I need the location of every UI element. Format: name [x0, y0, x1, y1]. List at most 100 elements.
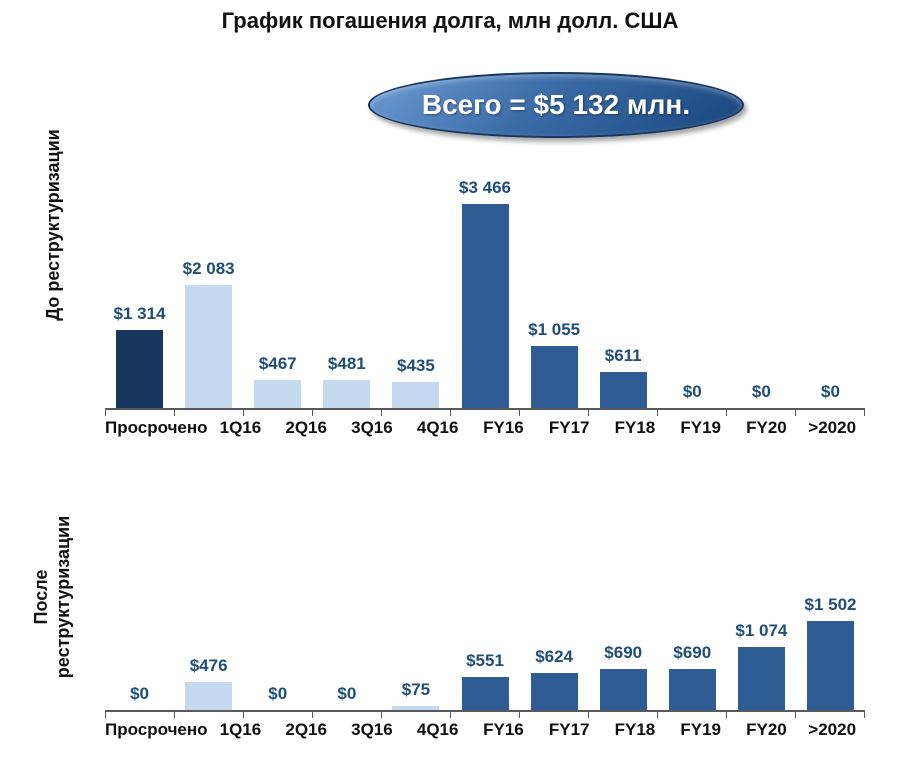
category-label: FY19 [680, 720, 721, 739]
category-label: Просрочено [105, 720, 208, 739]
bar-column: $551 [450, 560, 519, 710]
bar-column: $624 [520, 560, 589, 710]
category-label: 3Q16 [351, 418, 393, 437]
axis-tick [313, 410, 382, 416]
bar-column: $75 [381, 560, 450, 710]
axis-tick [727, 712, 796, 718]
bar-column: $690 [658, 560, 727, 710]
category-axis-after: Просрочено 1Q16 2Q16 3Q16 4Q16 FY16 FY17 FY18 FY… [105, 720, 865, 740]
bar [185, 682, 233, 710]
bar-value-label: $551 [466, 651, 504, 671]
axis-tick [175, 712, 244, 718]
category-label: >2020 [808, 720, 857, 739]
bar-column: $0 [727, 150, 796, 408]
bar [668, 669, 716, 710]
bar-value-label: $1 314 [113, 304, 166, 324]
bar-value-label: $0 [130, 684, 149, 704]
bar-column: $0 [658, 150, 727, 408]
bar-column: $3 466 [450, 150, 519, 408]
bar-value-label: $0 [821, 382, 840, 402]
bar-column: $476 [174, 560, 243, 710]
category-label: FY20 [746, 720, 787, 739]
bar-column: $0 [312, 560, 381, 710]
axis-tick [589, 410, 658, 416]
category-label: FY19 [680, 418, 721, 437]
bar [254, 380, 302, 408]
category-label: 1Q16 [219, 418, 262, 437]
axis-tick [589, 712, 658, 718]
category-label: FY18 [614, 418, 656, 437]
bar-value-label: $1 502 [804, 595, 857, 615]
bar-value-label: $0 [337, 684, 357, 704]
chart-before-inner: $1 314 $2 083 $467 $481 $435 $3 466 $1 055 $611… [105, 150, 865, 438]
bar-column: $690 [589, 560, 658, 710]
bar [116, 330, 164, 408]
bar-column: $481 [312, 150, 381, 408]
bar [737, 647, 785, 710]
bar-column: $0 [796, 150, 865, 408]
bar-value-label: $0 [682, 382, 702, 402]
axis-tick [520, 410, 589, 416]
bar [530, 673, 578, 710]
bar-column: $2 083 [174, 150, 243, 408]
axis-tick [382, 410, 451, 416]
bar-value-label: $3 466 [459, 178, 512, 198]
category-label: 3Q16 [351, 720, 393, 739]
axis-tick [796, 712, 865, 718]
bar-value-label: $2 083 [182, 259, 235, 279]
category-label: FY16 [483, 418, 524, 437]
bar-value-label: $690 [673, 643, 712, 663]
chart-title: График погашения долга, млн долл. США [221, 8, 679, 33]
bar-column: $1 502 [796, 560, 865, 710]
axis-tick [313, 712, 382, 718]
axis-tick [106, 712, 175, 718]
plot-area-after: $0 $476 $0 $0 $75 $551 $624 $690 $690 $1 074 $1 50… [105, 560, 865, 712]
bar-value-label: $1 055 [528, 320, 581, 340]
chart-after-inner: $0 $476 $0 $0 $75 $551 $624 $690 $690 $1 074 $1 50… [105, 560, 865, 740]
category-label: >2020 [808, 418, 857, 437]
bar-column: $611 [589, 150, 658, 408]
category-label: 4Q16 [416, 418, 459, 437]
bar-column: $0 [105, 560, 174, 710]
bar [599, 669, 647, 710]
bar-column: $1 055 [520, 150, 589, 408]
category-label: Просрочено [105, 418, 208, 437]
total-badge: Всего = $5 132 млн. [368, 72, 744, 138]
bar-value-label: $0 [268, 684, 288, 704]
axis-tick [796, 410, 865, 416]
axis-tick [451, 712, 520, 718]
bar [461, 677, 509, 710]
axis-tick [382, 712, 451, 718]
axis-tick [106, 410, 175, 416]
category-label: 2Q16 [285, 720, 327, 739]
chart-after-restructuring: После реструктуризации $0 $476 $0 $0 $75 $551… [0, 516, 900, 740]
bar [461, 204, 509, 408]
category-label: FY18 [614, 720, 656, 739]
bar [806, 621, 854, 710]
total-badge-text: Всего = $5 132 млн. [421, 89, 691, 120]
category-label: FY16 [483, 720, 524, 739]
bar-column: $0 [243, 560, 312, 710]
bar-column: $1 074 [727, 560, 796, 710]
axis-tick [658, 712, 727, 718]
bar [530, 346, 578, 408]
bar-value-label: $481 [327, 354, 366, 374]
axis-tick [175, 410, 244, 416]
bar-column: $1 314 [105, 150, 174, 408]
axis-tick [244, 712, 313, 718]
bar-column: $435 [381, 150, 450, 408]
axis-tick [244, 410, 313, 416]
axis-tick [727, 410, 796, 416]
chart-before-restructuring: До реструктуризации $1 314 $2 083 $467 $481… [0, 129, 900, 438]
bar-value-label: $476 [189, 656, 228, 676]
axis-ticks-after [105, 712, 865, 718]
category-label: 4Q16 [416, 720, 459, 739]
bar-value-label: $690 [604, 643, 643, 663]
y-axis-label-after: После реструктуризации [31, 515, 73, 679]
bar-value-label: $624 [535, 647, 574, 667]
category-label: 1Q16 [219, 720, 262, 739]
bar-value-label: $1 074 [735, 621, 788, 641]
bar-value-label: $611 [604, 346, 642, 366]
bar [392, 706, 440, 710]
